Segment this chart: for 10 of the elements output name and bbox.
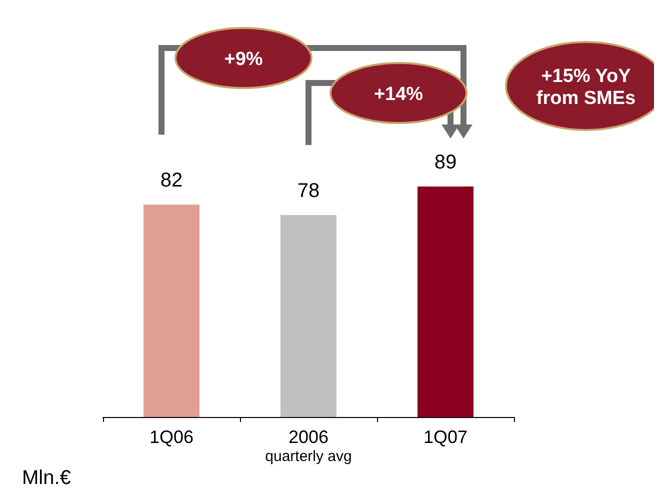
x-tick-label: 1Q07 <box>423 427 468 447</box>
data-label: 82 <box>160 170 183 192</box>
data-label: 89 <box>434 151 457 174</box>
x-tick-label: 1Q06 <box>149 427 194 447</box>
text: Mln.€ <box>22 467 71 489</box>
data-label: 78 <box>297 180 320 202</box>
oval-callout: +15% YoY from SMEs <box>505 41 654 131</box>
x-tick-label: 2006 quarterly avg <box>265 427 352 465</box>
oval-callout: +9% <box>174 27 312 89</box>
oval-callout: +14% <box>330 62 468 124</box>
